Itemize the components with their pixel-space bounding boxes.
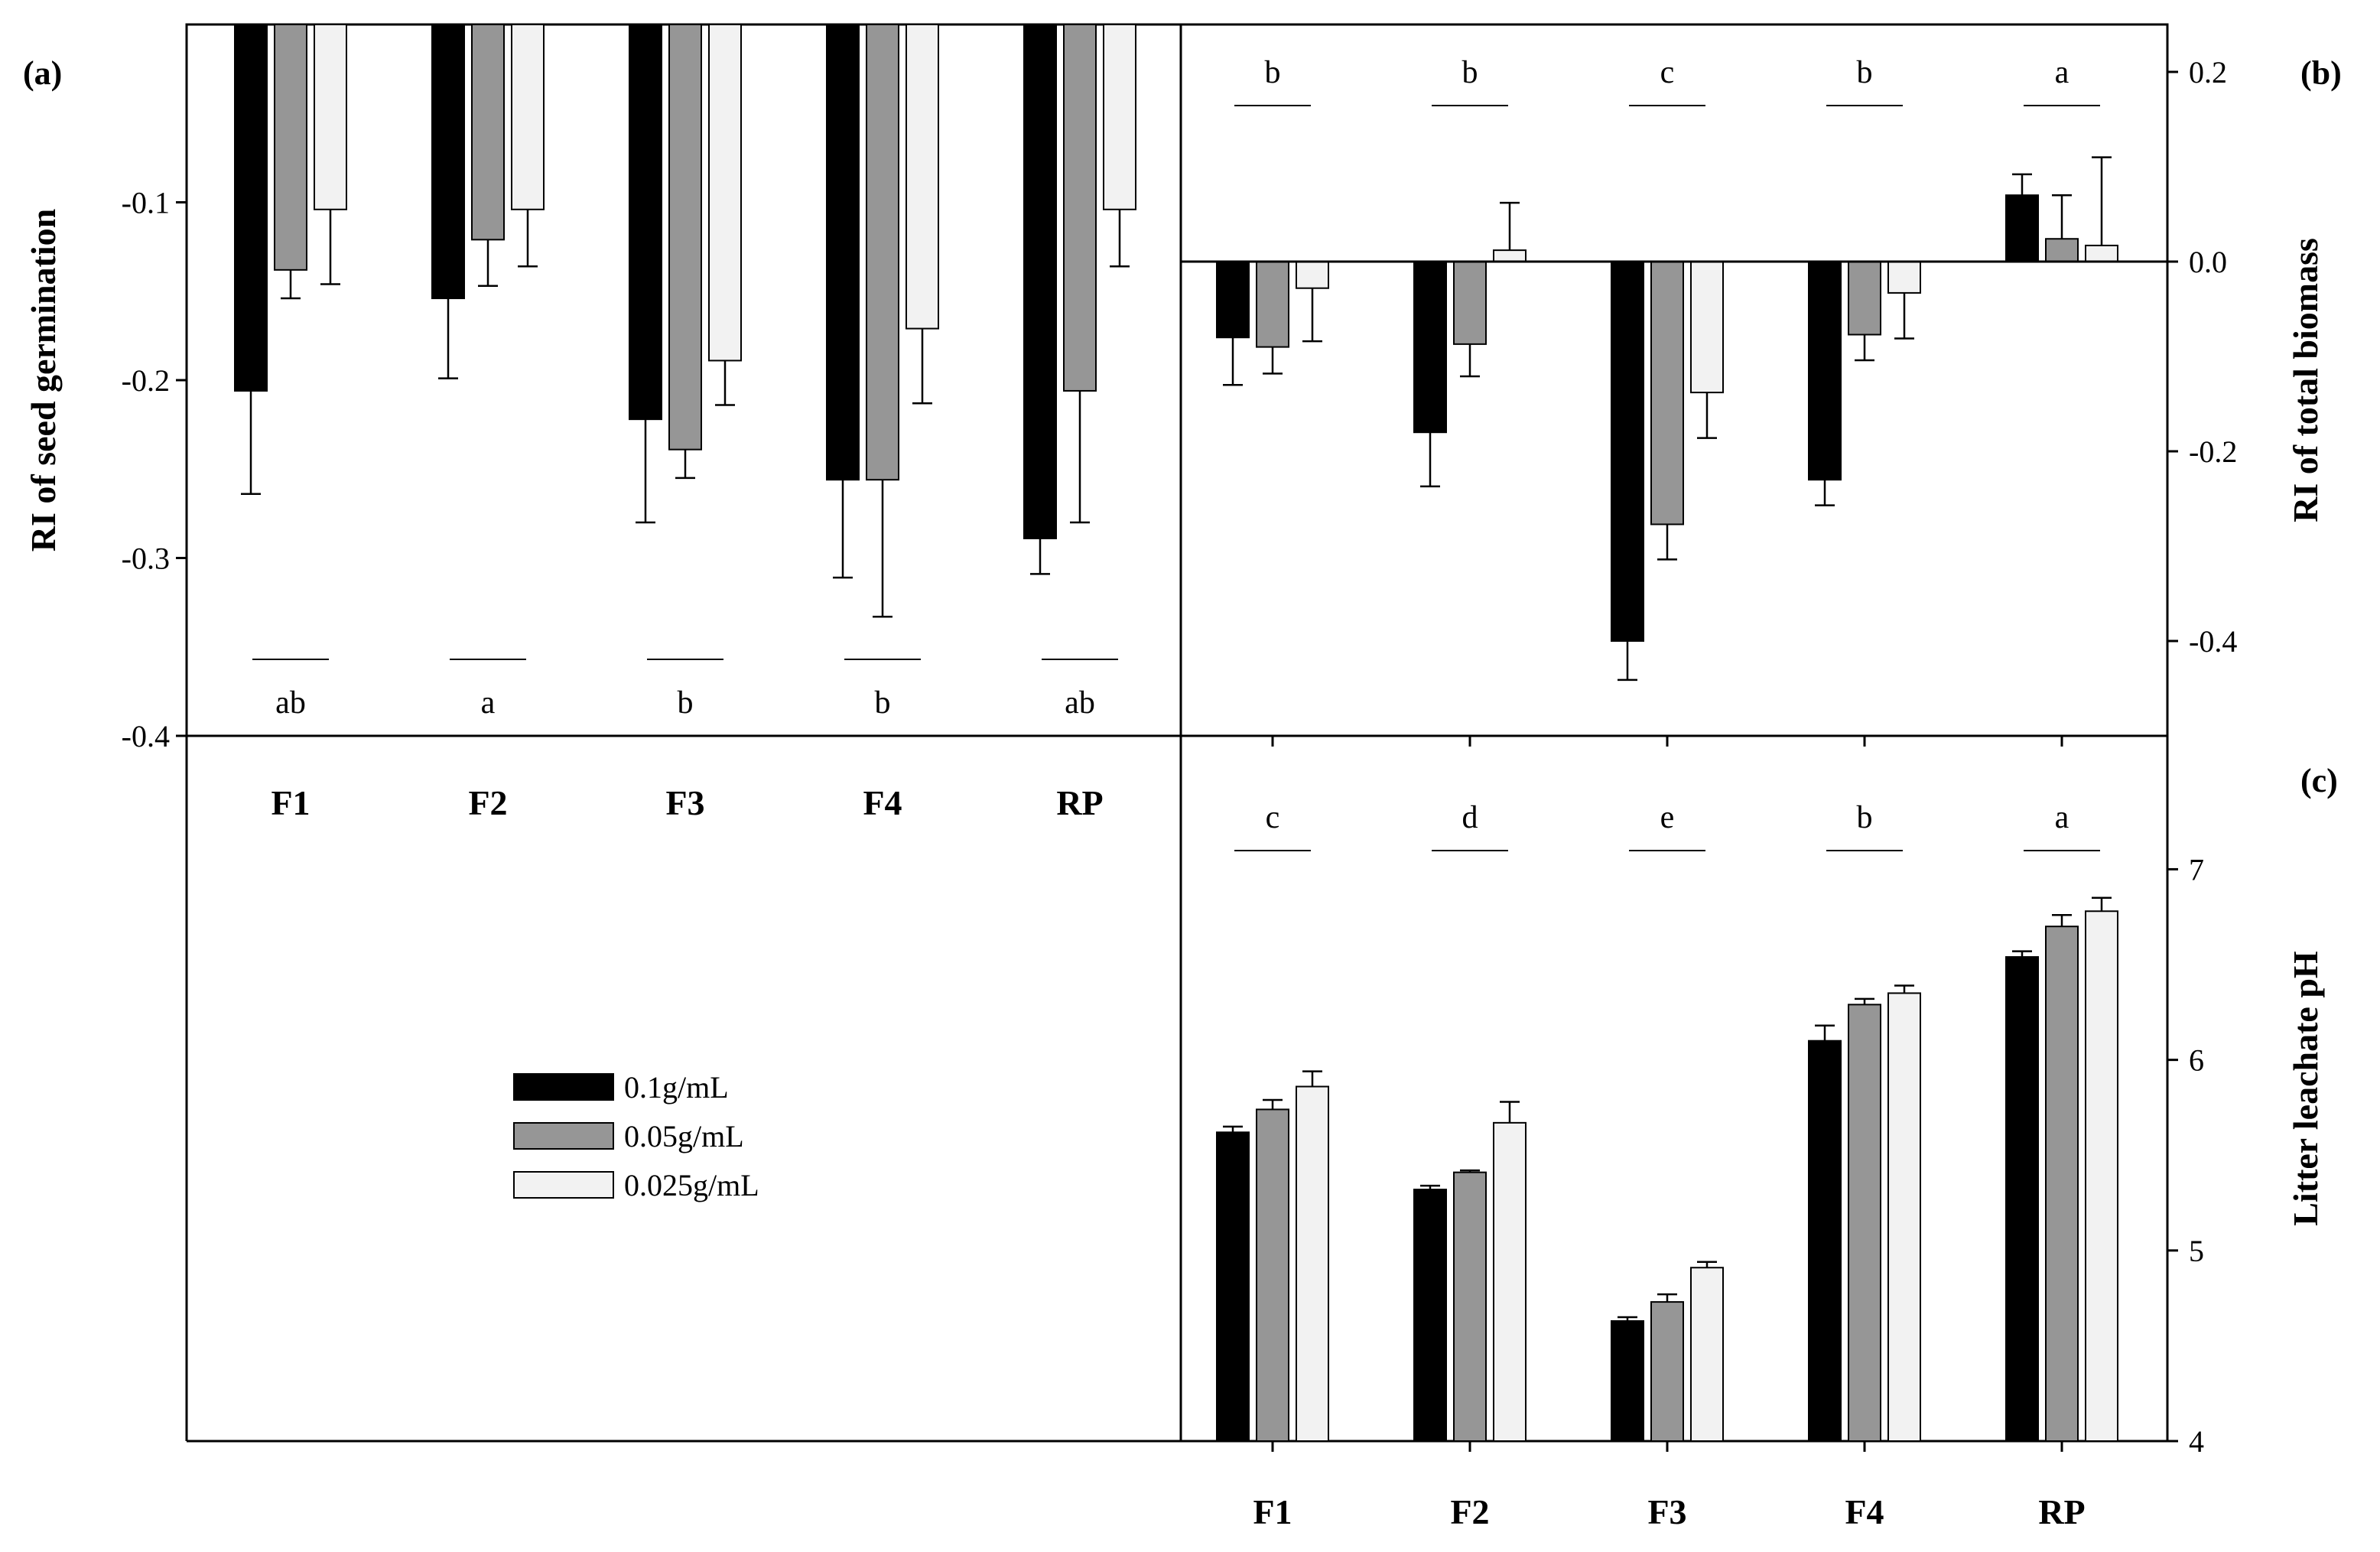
panel-b-title: (b) [2300, 54, 2342, 92]
legend-swatch-1 [513, 1122, 614, 1150]
panel-b-bar [2005, 194, 2039, 262]
panel-c-significance-letter: c [1266, 800, 1280, 835]
panel-b-bar [1887, 261, 1921, 294]
panel-a-bar [511, 24, 545, 210]
legend: 0.1g/mL 0.05g/mL 0.025g/mL [513, 1070, 759, 1202]
panel-b-bar [1690, 261, 1724, 394]
panel-a-significance-letter: ab [275, 685, 306, 721]
panel-a-ylabel: RI of seed germination [24, 209, 63, 551]
panel-a-significance-letter: b [678, 685, 694, 721]
panel-a-category-label: F3 [665, 783, 704, 822]
panel-b-bar [2085, 244, 2118, 263]
panel-a-bar [234, 24, 268, 392]
panel-a-bar [1063, 24, 1097, 392]
panel-b-ytick-label: -0.4 [2189, 624, 2237, 659]
panel-c-ytick-label: 5 [2189, 1234, 2204, 1268]
panel-a-ytick-label: -0.2 [122, 363, 170, 398]
legend-swatch-0 [513, 1073, 614, 1101]
panel-c-category-label: RP [2038, 1492, 2085, 1531]
panel-c-significance-letter: b [1857, 800, 1873, 835]
panel-a-bar [431, 24, 465, 300]
panel-a-bar [471, 24, 505, 241]
panel-b-significance-letter: b [1462, 55, 1478, 90]
panel-c-title: (c) [2300, 762, 2338, 799]
panel-c-ytick-label: 4 [2189, 1424, 2204, 1459]
panel-b-bar [1611, 261, 1644, 642]
panel-c-bar [1453, 1171, 1487, 1442]
panel-b-ytick-label: -0.2 [2189, 434, 2237, 469]
panel-a-significance-letter: ab [1065, 685, 1095, 721]
panel-c-bar [1296, 1085, 1329, 1442]
panel-c-bar [1690, 1267, 1724, 1442]
legend-swatch-2 [513, 1171, 614, 1199]
panel-a-ytick-label: -0.4 [122, 719, 170, 753]
panel-a-category-label: F4 [863, 783, 902, 822]
panel-c-bar [1413, 1189, 1447, 1443]
panel-b-bar [1256, 261, 1289, 348]
panel-a-category-label: F1 [271, 783, 310, 822]
panel-c-bar [1256, 1108, 1289, 1442]
panel-b-ylabel: RI of total biomass [2286, 238, 2325, 522]
panel-a-bar [708, 24, 742, 362]
panel-a-bar [629, 24, 662, 421]
panel-b-ytick-label: 0.0 [2189, 245, 2227, 279]
panel-a-title: (a) [23, 54, 62, 92]
panel-c-ylabel: Litter leachate pH [2286, 951, 2325, 1226]
legend-label-1: 0.05g/mL [624, 1119, 744, 1153]
panel-b-significance-letter: b [1857, 55, 1873, 90]
panel-c-bar [1887, 992, 1921, 1442]
panel-c-bar [1808, 1040, 1842, 1443]
panel-c-bar [1493, 1121, 1527, 1442]
panel-c-bar [2005, 956, 2039, 1442]
panel-a-bar [668, 24, 702, 451]
panel-a-significance-letter: b [875, 685, 891, 721]
panel-c-bar [1611, 1320, 1644, 1443]
panel-b-significance-letter: a [2055, 55, 2069, 90]
panel-b-bar [1216, 261, 1250, 339]
panel-c-category-label: F4 [1845, 1492, 1884, 1531]
panel-a-bar [866, 24, 899, 481]
panel-c-significance-letter: e [1660, 800, 1675, 835]
panel-c-bar [2085, 910, 2118, 1442]
panel-a-bar [826, 24, 860, 481]
panel-b-bar [1453, 261, 1487, 345]
panel-c-category-label: F1 [1253, 1492, 1292, 1531]
panel-c-bar [1216, 1131, 1250, 1442]
panel-b-ytick-label: 0.2 [2189, 55, 2227, 89]
panel-a-significance-letter: a [481, 685, 496, 721]
legend-label-2: 0.025g/mL [624, 1168, 759, 1202]
panel-a-bar [274, 24, 307, 271]
panel-c-ytick-label: 7 [2189, 852, 2204, 887]
panel-b-bar [1650, 261, 1684, 525]
panel-b-bar [1413, 261, 1447, 434]
panel-b-bar [1296, 261, 1329, 289]
panel-c-bar [1650, 1301, 1684, 1443]
panel-b-bar [1493, 249, 1527, 262]
panel-a-category-label: F2 [468, 783, 507, 822]
panel-a-bar [1103, 24, 1136, 210]
panel-c-significance-letter: a [2055, 800, 2069, 835]
panel-c-ytick-label: 6 [2189, 1043, 2204, 1078]
panel-a-bar [314, 24, 347, 210]
panel-c-significance-letter: d [1462, 800, 1478, 835]
panel-b-bar [2045, 238, 2079, 262]
panel-a-ytick-label: -0.3 [122, 542, 170, 576]
panel-b-significance-letter: b [1265, 55, 1281, 90]
panel-a-category-label: RP [1056, 783, 1103, 822]
panel-c-category-label: F3 [1647, 1492, 1686, 1531]
panel-a-bar [1023, 24, 1057, 539]
legend-label-0: 0.1g/mL [624, 1070, 729, 1105]
panel-b-significance-letter: c [1660, 55, 1675, 90]
panel-c-category-label: F2 [1450, 1492, 1489, 1531]
panel-a-ytick-label: -0.1 [122, 186, 170, 220]
panel-c-bar [1848, 1004, 1881, 1443]
panel-b-bar [1848, 261, 1881, 336]
panel-b-bar [1808, 261, 1842, 481]
panel-a-bar [906, 24, 939, 330]
panel-c-bar [2045, 926, 2079, 1442]
